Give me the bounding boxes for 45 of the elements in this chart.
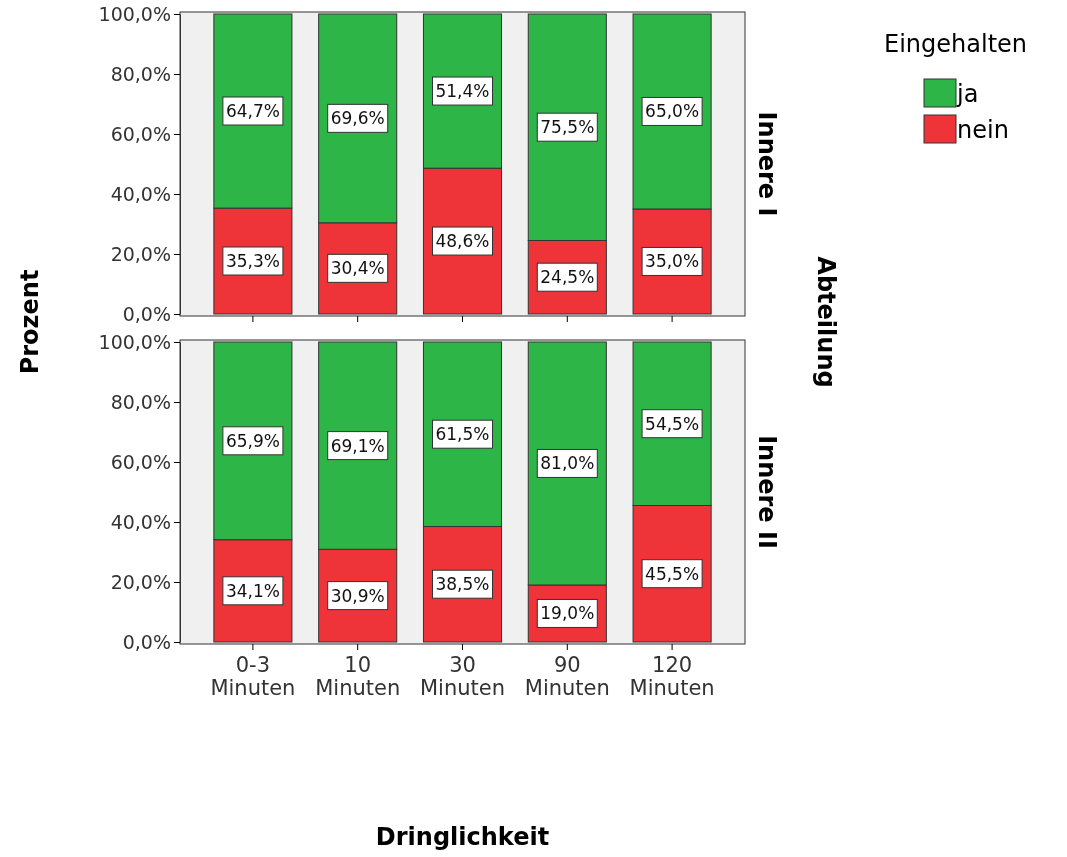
x-tick-label: 120 Minuten — [629, 652, 715, 700]
y-axis-title: Prozent — [16, 269, 44, 375]
data-label: 19,0% — [540, 603, 595, 624]
data-label: 64,7% — [225, 101, 280, 121]
legend-title: Eingehalten — [884, 30, 1028, 58]
data-label: 54,5% — [645, 413, 700, 434]
data-label: 30,9% — [330, 585, 385, 606]
legend-label: ja — [956, 80, 979, 108]
legend-label: nein — [957, 116, 1009, 144]
y-tick-label: 100,0% — [98, 330, 171, 353]
y-tick-label: 20,0% — [110, 242, 171, 265]
data-label: 51,4% — [435, 81, 490, 102]
text: Abteilung — [812, 256, 840, 388]
y-tick-label: 60,0% — [110, 122, 171, 145]
data-label: 75,5% — [540, 117, 595, 138]
data-label: 30,4% — [330, 258, 385, 279]
x-tick-label: 0-3 Minuten — [210, 652, 296, 700]
data-label: 61,5% — [435, 424, 490, 445]
text: Innere I — [753, 111, 781, 217]
y-tick-label: 80,0% — [110, 62, 171, 85]
data-label: 34,1% — [225, 580, 280, 601]
y-tick-label: 40,0% — [110, 182, 171, 205]
data-label: 65,0% — [645, 101, 700, 122]
y-tick-label: 20,0% — [110, 570, 171, 593]
data-label: 38,5% — [435, 574, 490, 595]
y-tick-label: 40,0% — [110, 510, 171, 533]
data-label: 35,3% — [225, 251, 280, 271]
text: Innere II — [753, 435, 781, 549]
data-label: 45,5% — [645, 563, 700, 584]
data-label: 69,6% — [330, 108, 385, 129]
data-label: 69,1% — [330, 435, 385, 456]
y-tick-label: 60,0% — [110, 450, 171, 473]
y-tick-label: 0,0% — [122, 302, 171, 325]
x-tick-label: 10 Minuten — [315, 652, 401, 700]
y-tick-label: 80,0% — [110, 390, 171, 413]
data-label: 35,0% — [645, 251, 700, 272]
x-tick-label: 30 Minuten — [419, 652, 506, 700]
data-label: 65,9% — [225, 430, 280, 451]
data-label: 48,6% — [435, 231, 490, 252]
x-axis-title: Dringlichkeit — [375, 823, 550, 851]
y-tick-label: 0,0% — [122, 630, 171, 653]
y-tick-label: 100,0% — [98, 2, 171, 25]
data-label: 81,0% — [540, 453, 595, 474]
data-label: 24,5% — [540, 267, 595, 288]
x-tick-label: 90 Minuten — [524, 652, 610, 700]
